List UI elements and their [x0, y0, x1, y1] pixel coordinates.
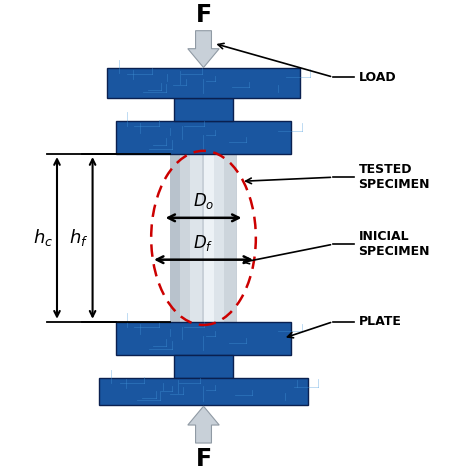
Bar — [116, 121, 292, 154]
Bar — [180, 154, 192, 322]
Bar — [174, 355, 233, 378]
Bar — [174, 98, 233, 121]
FancyArrow shape — [188, 406, 219, 443]
Text: TESTED
SPECIMEN: TESTED SPECIMEN — [358, 163, 430, 191]
FancyArrow shape — [188, 31, 219, 67]
Bar — [170, 154, 182, 322]
Text: $D_f$: $D_f$ — [193, 233, 214, 253]
Bar — [203, 154, 216, 322]
Text: F: F — [195, 2, 211, 27]
Bar — [224, 154, 236, 322]
Text: LOAD: LOAD — [358, 71, 396, 84]
Bar — [107, 68, 300, 98]
Text: INICIAL
SPECIMEN: INICIAL SPECIMEN — [358, 230, 430, 258]
Text: PLATE: PLATE — [358, 315, 401, 328]
Bar — [170, 154, 237, 322]
Text: F: F — [195, 447, 211, 471]
Text: $D_o$: $D_o$ — [193, 191, 214, 211]
Text: $h_f$: $h_f$ — [69, 228, 88, 248]
Bar — [214, 154, 226, 322]
Bar — [99, 378, 308, 405]
Bar — [116, 322, 292, 355]
Bar — [190, 154, 202, 322]
Text: $h_c$: $h_c$ — [33, 228, 53, 248]
